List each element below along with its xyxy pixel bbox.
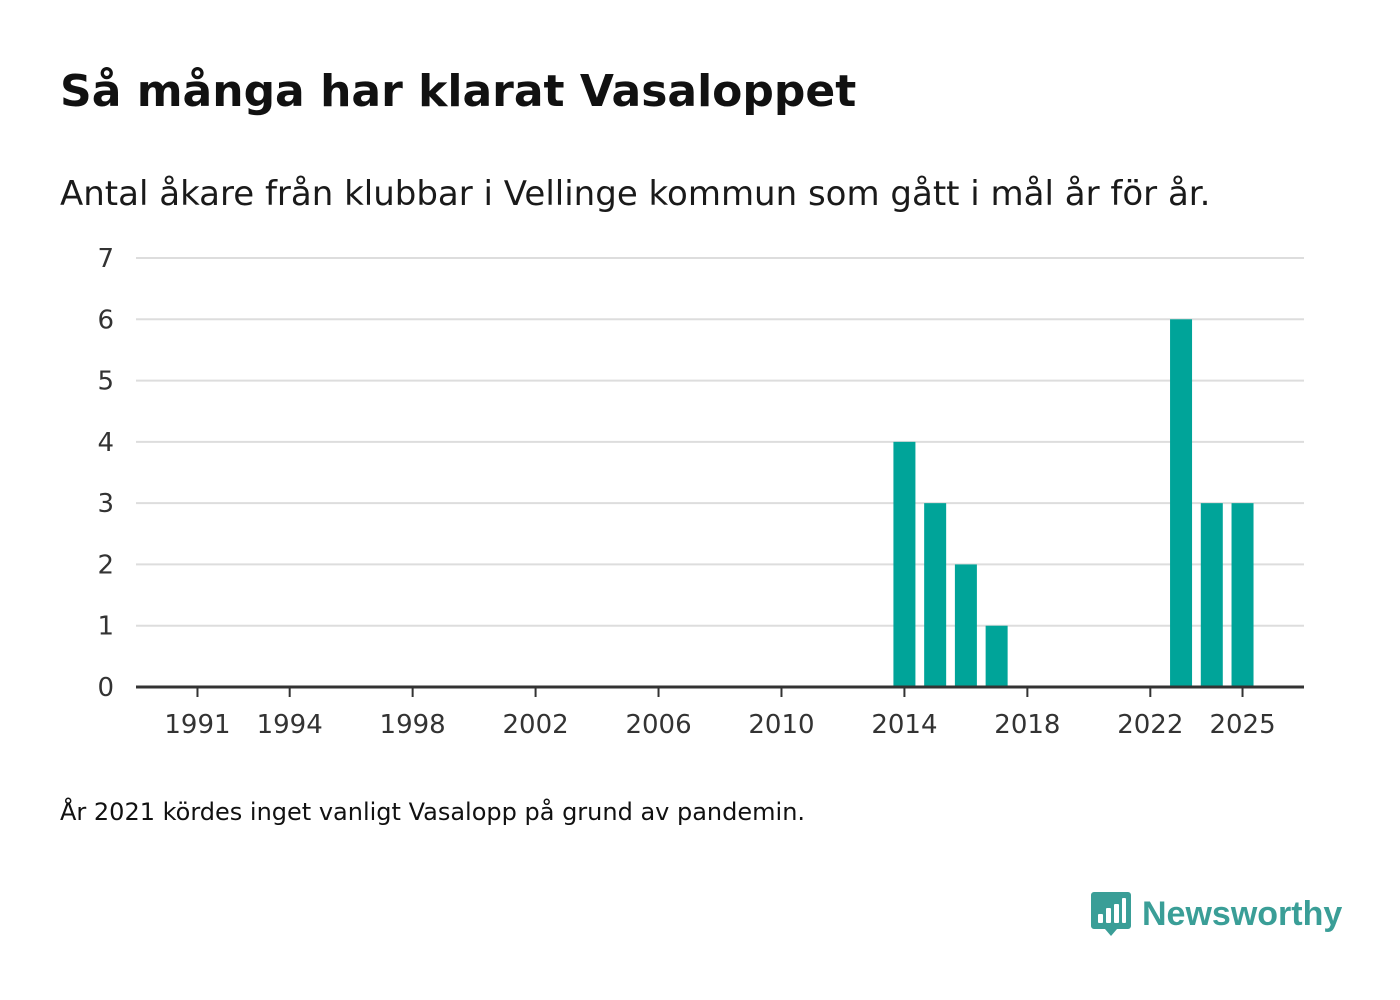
y-tick-label: 2 <box>97 550 114 580</box>
bar-2017 <box>985 625 1008 687</box>
y-tick-label: 6 <box>97 305 114 335</box>
y-tick-label: 1 <box>97 612 114 642</box>
x-tick-label: 1994 <box>257 710 323 740</box>
y-tick-label: 3 <box>97 489 114 519</box>
x-tick-label: 2018 <box>994 710 1060 740</box>
chart-subtitle: Antal åkare från klubbar i Vellinge komm… <box>60 174 1211 214</box>
x-tick-label: 2006 <box>625 710 691 740</box>
bar-chart: 0 1 2 3 4 5 6 7 1991 1994 1998 2002 2006 2010 2014 2018… <box>97 244 1304 740</box>
brand-name: Newsworthy <box>1142 894 1343 933</box>
x-tick-label: 2025 <box>1209 710 1275 740</box>
newsworthy-logo-icon <box>1091 892 1131 936</box>
bar-2014 <box>893 441 916 687</box>
gridlines <box>136 257 1304 627</box>
bar-2016 <box>954 564 977 687</box>
bars <box>893 319 1254 687</box>
bar-2024 <box>1200 503 1223 687</box>
bar-2025 <box>1231 503 1254 687</box>
bar-2023 <box>1170 319 1193 687</box>
bar-2015 <box>924 503 947 687</box>
x-tick-label: 1991 <box>164 710 230 740</box>
x-tick-label: 2002 <box>502 710 568 740</box>
x-tick-label: 2010 <box>748 710 814 740</box>
x-tick-label: 1998 <box>380 710 446 740</box>
brand-logo: Newsworthy <box>1090 890 1342 938</box>
y-tick-label: 7 <box>97 244 114 274</box>
chart-title: Så många har klarat Vasaloppet <box>60 66 857 117</box>
y-tick-label: 0 <box>97 673 114 703</box>
y-tick-label: 4 <box>97 428 114 458</box>
y-tick-label: 5 <box>97 367 114 397</box>
footnote: År 2021 kördes inget vanligt Vasalopp på… <box>60 798 806 826</box>
x-tick-label: 2022 <box>1117 710 1183 740</box>
x-tick-label: 2014 <box>871 710 937 740</box>
axes: 0 1 2 3 4 5 6 7 1991 1994 1998 2002 2006 2010 2014 2018… <box>97 244 1304 740</box>
